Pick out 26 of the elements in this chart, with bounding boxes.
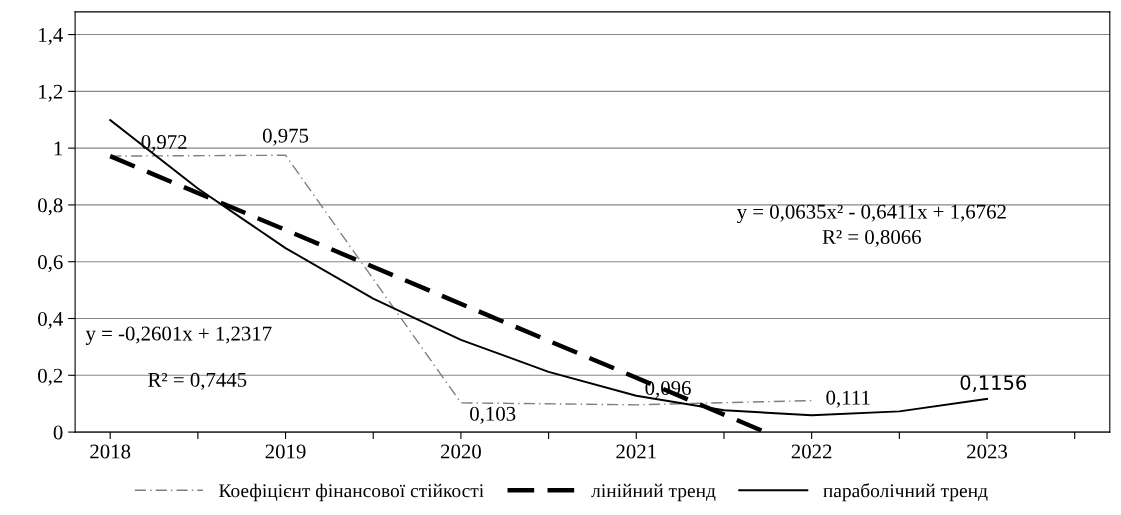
x-tick-label: 2020 [441,444,481,459]
legend-label: Коефіцієнт фінансової стійкості [219,483,484,502]
y-tick-label: 0 [53,425,63,440]
annotation: y = 0,0635x² - 0,6411x + 1,6762 [736,204,1006,224]
x-tick-label: 2018 [90,444,131,459]
data-label: 0,103 [470,406,516,424]
x-tick-label: 2022 [791,444,832,459]
x-tick-label: 2023 [967,444,1008,459]
legend-label: параболічний тренд [823,483,988,502]
data-label: 0,975 [262,128,309,146]
annotation: 0,1156 [960,375,1027,392]
annotation: R² = 0,7445 [148,372,247,390]
legend-label: лінійний тренд [591,483,716,502]
y-tick-label: 0,8 [38,198,63,216]
y-tick-label: 0,4 [38,311,63,329]
y-tick-label: 0,6 [38,255,63,273]
y-tick-label: 0,2 [38,368,63,386]
data-label: 0,972 [141,135,187,153]
annotation: R² = 0,8066 [822,229,921,247]
annotation: y = -0,2601x + 1,2317 [85,326,272,345]
x-tick-label: 2019 [265,444,306,459]
y-tick-label: 1 [54,141,63,156]
data-label: 0,111 [826,390,870,408]
y-tick-label: 1,2 [39,84,63,102]
x-tick-label: 2021 [616,444,656,459]
y-tick-label: 1,4 [39,28,63,45]
